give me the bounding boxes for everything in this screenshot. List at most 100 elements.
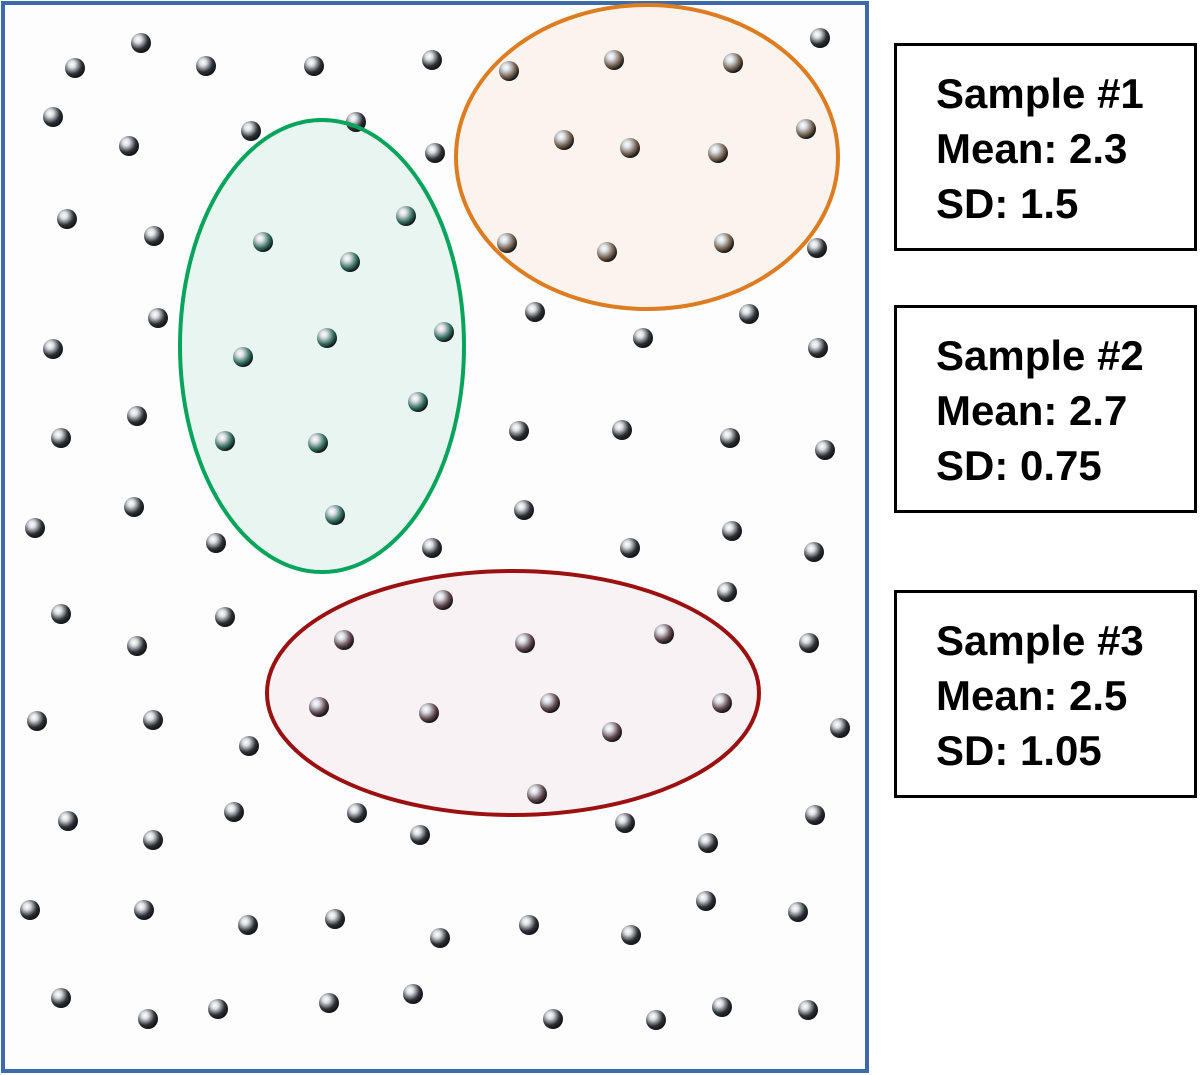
population-ball: [134, 900, 154, 920]
sample-2-sd: SD: 0.75: [936, 442, 1102, 489]
population-ball: [514, 500, 534, 520]
sample-2-ball: [317, 328, 337, 348]
population-ball: [804, 542, 824, 562]
population-ball: [646, 1010, 666, 1030]
sample-2-ball: [408, 392, 428, 412]
population-ball: [696, 891, 716, 911]
population-ball: [717, 582, 737, 602]
population-ball: [815, 440, 835, 460]
population-ball: [206, 533, 226, 553]
population-ball: [138, 1009, 158, 1029]
population-ball: [798, 1000, 818, 1020]
population-ball: [807, 238, 827, 258]
population-ball: [347, 803, 367, 823]
population-ball: [543, 1009, 563, 1029]
sample-3-ball: [334, 630, 354, 650]
population-ball: [403, 984, 423, 1004]
population-ball: [196, 56, 216, 76]
population-ball: [525, 302, 545, 322]
population-ball: [127, 636, 147, 656]
sample-2-ball: [340, 252, 360, 272]
sample-1-mean: Mean: 2.3: [936, 125, 1128, 172]
sample-3-ball: [712, 693, 732, 713]
population-ball: [143, 830, 163, 850]
sample-1-ball: [499, 61, 519, 81]
population-ball: [621, 925, 641, 945]
population-ball: [148, 308, 168, 328]
population-ball: [43, 339, 63, 359]
sample-3-ball: [540, 693, 560, 713]
population-ball: [144, 226, 164, 246]
sample-2-ball: [233, 347, 253, 367]
population-ball: [698, 833, 718, 853]
population-ball: [27, 711, 47, 731]
population-ball: [57, 209, 77, 229]
population-ball: [131, 33, 151, 53]
population-ball: [119, 136, 139, 156]
sample-3-ball: [309, 697, 329, 717]
sample-3-title: Sample #3: [936, 617, 1144, 664]
population-ball: [20, 900, 40, 920]
sample-2-ball: [215, 431, 235, 451]
population-ball: [239, 736, 259, 756]
population-ball: [430, 928, 450, 948]
population-ball: [720, 428, 740, 448]
population-ball: [519, 915, 539, 935]
population-ball: [215, 607, 235, 627]
population-ball: [620, 538, 640, 558]
sample-1-sd: SD: 1.5: [936, 180, 1079, 227]
population-ball: [712, 997, 732, 1017]
population-ball: [208, 999, 228, 1019]
population-ball: [422, 538, 442, 558]
sample-3-ball: [602, 722, 622, 742]
sample-3-ball: [654, 624, 674, 644]
population-ball: [65, 58, 85, 78]
sample-2-ball: [434, 322, 454, 342]
sample-2-ball: [308, 433, 328, 453]
sample-1-stats-box: Sample #1 Mean: 2.3 SD: 1.5: [894, 43, 1197, 251]
population-ball: [410, 825, 430, 845]
sample-2-stats-box: Sample #2 Mean: 2.7 SD: 0.75: [894, 305, 1197, 513]
sample-2-ball: [396, 206, 416, 226]
sample-1-ball: [554, 130, 574, 150]
population-ball: [739, 304, 759, 324]
sample-1-ball: [796, 119, 816, 139]
population-ball: [143, 710, 163, 730]
sample-1-ellipse-fill: [456, 5, 838, 309]
population-ball: [51, 988, 71, 1008]
sample-1-ball: [604, 50, 624, 70]
sample-2-ball: [253, 232, 273, 252]
population-ball: [127, 406, 147, 426]
population-ball: [241, 121, 261, 141]
sample-1-title: Sample #1: [936, 70, 1144, 117]
population-ball: [788, 902, 808, 922]
population-ball: [25, 518, 45, 538]
sample-3-ellipse: [265, 569, 761, 817]
sample-2-ellipse: [178, 118, 466, 574]
population-ball: [43, 107, 63, 127]
population-ball: [124, 497, 144, 517]
sample-3-ball: [527, 784, 547, 804]
sample-1-ball: [714, 233, 734, 253]
population-ball: [810, 28, 830, 48]
population-ball: [722, 521, 742, 541]
population-ball: [830, 718, 850, 738]
population-ball: [58, 811, 78, 831]
sample-1-ball: [497, 233, 517, 253]
population-ball: [51, 604, 71, 624]
sample-3-sd: SD: 1.05: [936, 727, 1102, 774]
sample-3-mean: Mean: 2.5: [936, 672, 1128, 719]
population-ball: [319, 993, 339, 1013]
sample-1-ball: [597, 242, 617, 262]
sample-2-title: Sample #2: [936, 332, 1144, 379]
population-ball: [325, 909, 345, 929]
sample-3-ellipse-fill: [267, 571, 759, 815]
population-ball: [615, 813, 635, 833]
population-ball: [612, 420, 632, 440]
population-ball: [224, 802, 244, 822]
sample-1-ball: [723, 53, 743, 73]
population-ball: [238, 915, 258, 935]
sample-3-stats-box: Sample #3 Mean: 2.5 SD: 1.05: [894, 590, 1197, 798]
sample-2-ball: [325, 505, 345, 525]
